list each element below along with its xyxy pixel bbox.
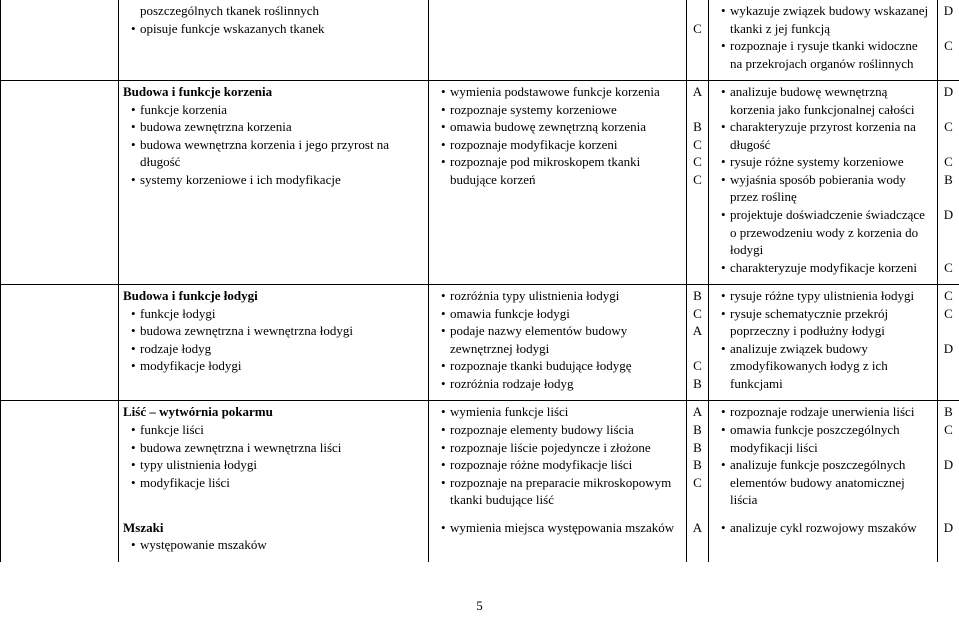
list-item: rozpoznaje na preparacie mikroskopowym t… [441, 474, 682, 509]
grade-column: B C D [942, 403, 955, 473]
list-item: analizuje funkcje poszczególnych element… [721, 456, 933, 509]
section-heading: Mszaki [123, 519, 424, 537]
list-item: wymienia funkcje liści [441, 403, 682, 421]
grade-column: C [691, 2, 704, 37]
table-row: Mszaki występowanie mszaków wymienia mie… [1, 517, 959, 562]
table-row: Liść – wytwórnia pokarmu funkcje liści b… [1, 401, 959, 517]
grade-column: A B C C C [691, 83, 704, 188]
section-heading: Liść – wytwórnia pokarmu [123, 403, 424, 421]
list-item: budowa zewnętrzna i wewnętrzna liści [131, 439, 424, 457]
list-item: systemy korzeniowe i ich modyfikacje [131, 171, 424, 189]
table-row: Budowa i funkcje korzenia funkcje korzen… [1, 81, 959, 285]
list-item: rozpoznaje systemy korzeniowe [441, 101, 682, 119]
list-item: rozpoznaje modyfikacje korzeni [441, 136, 682, 154]
list-item: wymienia miejsca występowania mszaków [441, 519, 682, 537]
list-item: rozpoznaje tkanki budujące łodygę [441, 357, 682, 375]
page-number: 5 [0, 597, 959, 615]
list-item: występowanie mszaków [131, 536, 424, 554]
list-item: funkcje korzenia [131, 101, 424, 119]
list-item: rysuje różne typy ulistnienia łodygi [721, 287, 933, 305]
grade-column: C C D [942, 287, 955, 357]
list-item: rozpoznaje liście pojedyncze i złożone [441, 439, 682, 457]
content-table: poszczególnych tkanek roślinnych •opisuj… [0, 0, 959, 562]
section-heading: Budowa i funkcje łodygi [123, 287, 424, 305]
list-item: analizuje cykl rozwojowy mszaków [721, 519, 933, 537]
table-row: Budowa i funkcje łodygi funkcje łodygi b… [1, 285, 959, 401]
grade-column: A B B B C [691, 403, 704, 491]
page: { "pageNumber": "5", "rows": [ { "col1":… [0, 0, 959, 619]
list-item: rozpoznaje i rysuje tkanki widoczne na p… [721, 37, 933, 72]
list-item: projektuje doświadczenie świadczące o pr… [721, 206, 933, 259]
list-item: analizuje budowę wewnętrzną korzenia jak… [721, 83, 933, 118]
list-item: rysuje różne systemy korzeniowe [721, 153, 933, 171]
table-row: poszczególnych tkanek roślinnych •opisuj… [1, 0, 959, 81]
list-item: rysuje schematycznie przekrój poprzeczny… [721, 305, 933, 340]
list-item: podaje nazwy elementów budowy zewnętrzne… [441, 322, 682, 357]
list-item: typy ulistnienia łodygi [131, 456, 424, 474]
grade-column: D [942, 519, 955, 537]
list-item: charakteryzuje przyrost korzenia na dług… [721, 118, 933, 153]
section-heading: Budowa i funkcje korzenia [123, 83, 424, 101]
list-item: wykazuje związek budowy wskazanej tkanki… [721, 2, 933, 37]
list-item: rozpoznaje rodzaje unerwienia liści [721, 403, 933, 421]
grade-column: D C [942, 2, 955, 55]
grade-column: B C A C B [691, 287, 704, 392]
list-item: rozróżnia typy ulistnienia łodygi [441, 287, 682, 305]
list-item: •opisuje funkcje wskazanych tkanek [131, 20, 424, 38]
list-item: charakteryzuje modyfikacje korzeni [721, 259, 933, 277]
list-item: funkcje liści [131, 421, 424, 439]
list-item: rodzaje łodyg [131, 340, 424, 358]
list-item: rozpoznaje pod mikroskopem tkanki budują… [441, 153, 682, 188]
list-item: rozpoznaje różne modyfikacje liści [441, 456, 682, 474]
grade-column: D C C B D C [942, 83, 955, 276]
list-item: omawia funkcje łodygi [441, 305, 682, 323]
list-item: budowa zewnętrzna korzenia [131, 118, 424, 136]
list-item: analizuje związek budowy zmodyfikowanych… [721, 340, 933, 393]
grade-column: A [691, 519, 704, 537]
list-item: modyfikacje łodygi [131, 357, 424, 375]
list-item: wyjaśnia sposób pobierania wody przez ro… [721, 171, 933, 206]
list-item: budowa zewnętrzna i wewnętrzna łodygi [131, 322, 424, 340]
list-item: rozróżnia rodzaje łodyg [441, 375, 682, 393]
list-item: funkcje łodygi [131, 305, 424, 323]
list-item: poszczególnych tkanek roślinnych [131, 2, 424, 20]
list-item: budowa wewnętrzna korzenia i jego przyro… [131, 136, 424, 171]
list-item: rozpoznaje elementy budowy liścia [441, 421, 682, 439]
list-item: omawia budowę zewnętrzną korzenia [441, 118, 682, 136]
list-item: omawia funkcje poszczególnych modyfikacj… [721, 421, 933, 456]
list-item: wymienia podstawowe funkcje korzenia [441, 83, 682, 101]
list-item: modyfikacje liści [131, 474, 424, 492]
